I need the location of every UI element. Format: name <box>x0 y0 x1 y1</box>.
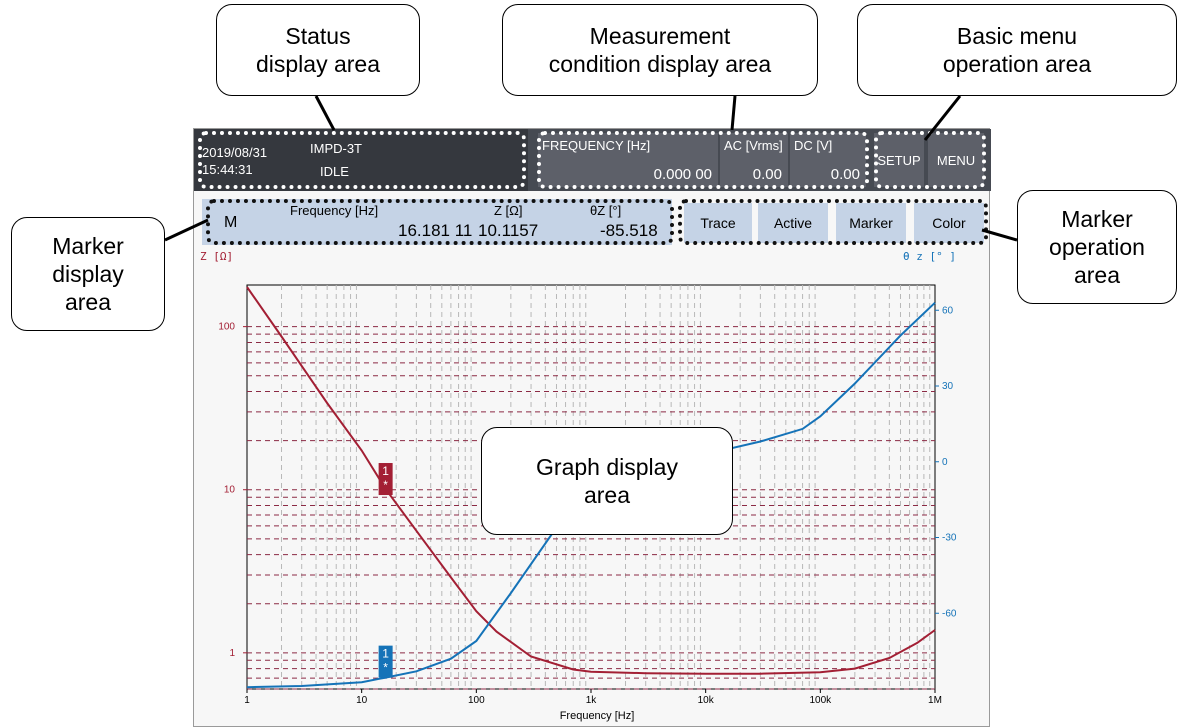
marker-z-value: 10.1157 <box>478 221 539 240</box>
callout-graph-display-area: Graph display area <box>481 427 733 535</box>
x-tick-label: 1M <box>928 695 942 706</box>
y2-tick-label: -60 <box>942 608 957 619</box>
callout-marker-operation-area: Marker operation area <box>1017 190 1177 304</box>
y-tick-label: 1 <box>229 648 235 659</box>
frequency-label: FREQUENCY [Hz] <box>542 138 651 153</box>
marker-frequency-label: Frequency [Hz] <box>290 203 379 218</box>
x-tick-label: 100k <box>809 695 832 706</box>
status-date: 2019/08/31 <box>202 145 268 160</box>
callout-pointer <box>981 228 1018 242</box>
callout-marker-display-area: Marker display area <box>11 217 165 331</box>
setup-button[interactable]: SETUP <box>874 133 924 187</box>
callout-pointer <box>730 95 737 131</box>
theta-marker-flag: 1* <box>378 645 393 678</box>
y2-tick-label: 60 <box>942 305 954 316</box>
marker-flag-box <box>378 463 393 496</box>
marker-flag-label: * <box>383 478 388 492</box>
marker-flag-box <box>378 645 393 678</box>
theta-axis-unit: θ z [° ] <box>903 250 956 263</box>
y2-tick-label: 0 <box>942 457 948 468</box>
y-tick-label: 10 <box>224 485 236 496</box>
frequency-value: 0.000 00 <box>653 166 712 183</box>
trace-button[interactable]: Trace <box>684 203 752 243</box>
callout-pointer <box>923 95 962 141</box>
active-button[interactable]: Active <box>758 203 828 243</box>
callout-pointer <box>314 95 336 131</box>
marker-frequency-value: 16.181 11 <box>398 221 473 240</box>
color-button[interactable]: Color <box>914 203 984 243</box>
marker-operation-area-outline <box>678 199 988 245</box>
y-tick-label: 100 <box>218 322 235 333</box>
x-axis-label: Frequency [Hz] <box>560 710 635 722</box>
dc-value: 0.00 <box>830 166 860 183</box>
status-state: IDLE <box>320 164 349 179</box>
z-marker-flag: 1* <box>378 463 393 496</box>
marker-display-area-outline <box>206 199 674 245</box>
ac-label: AC [Vrms] <box>724 138 783 153</box>
x-tick-label: 1k <box>586 695 598 706</box>
ac-condition[interactable]: AC [Vrms] 0.00 <box>720 133 788 187</box>
x-tick-label: 1 <box>244 695 250 706</box>
status-time: 15:44:31 <box>202 162 253 177</box>
marker-z-label: Z [Ω] <box>494 203 523 218</box>
y2-tick-label: 30 <box>942 381 954 392</box>
frequency-condition[interactable]: FREQUENCY [Hz] 0.000 00 <box>538 133 718 187</box>
marker-theta-label: θZ [°] <box>590 203 622 218</box>
y2-tick-label: -30 <box>942 533 957 544</box>
status-area-outline <box>198 131 526 189</box>
marker-flag-label: 1 <box>382 464 389 478</box>
marker-display-area[interactable]: M Frequency [Hz] 16.181 11 Z [Ω] 10.1157… <box>202 199 672 245</box>
z-trace-line <box>246 286 936 675</box>
status-display-area: 2019/08/31 15:44:31 IMPD-3T IDLE <box>194 129 528 191</box>
x-tick-label: 100 <box>468 695 485 706</box>
menu-button[interactable]: MENU <box>928 133 984 187</box>
z-axis-unit: Z [Ω] <box>200 250 234 263</box>
dc-label: DC [V] <box>794 138 833 153</box>
x-tick-label: 10 <box>356 695 368 706</box>
device-screen: 2019/08/31 15:44:31 IMPD-3T IDLE FREQUEN… <box>193 128 991 727</box>
status-mode: IMPD-3T <box>310 141 362 156</box>
dc-condition[interactable]: DC [V] 0.00 <box>790 133 866 187</box>
callout-status-display-area: Status display area <box>216 4 420 96</box>
marker-flag-label: * <box>383 661 388 675</box>
callout-measurement-condition-display-area: Measurement condition display area <box>502 4 818 96</box>
x-tick-label: 10k <box>698 695 715 706</box>
ac-value: 0.00 <box>752 166 782 183</box>
callout-pointer <box>164 218 209 242</box>
marker-theta-value: -85.518 <box>600 221 658 240</box>
marker-flag-label: 1 <box>382 647 389 661</box>
status-bar: 2019/08/31 15:44:31 IMPD-3T IDLE FREQUEN… <box>194 129 991 191</box>
marker-button[interactable]: Marker <box>836 203 906 243</box>
marker-id: M <box>224 214 238 231</box>
condition-area-outline <box>537 131 869 189</box>
callout-basic-menu-operation-area: Basic menu operation area <box>857 4 1177 96</box>
